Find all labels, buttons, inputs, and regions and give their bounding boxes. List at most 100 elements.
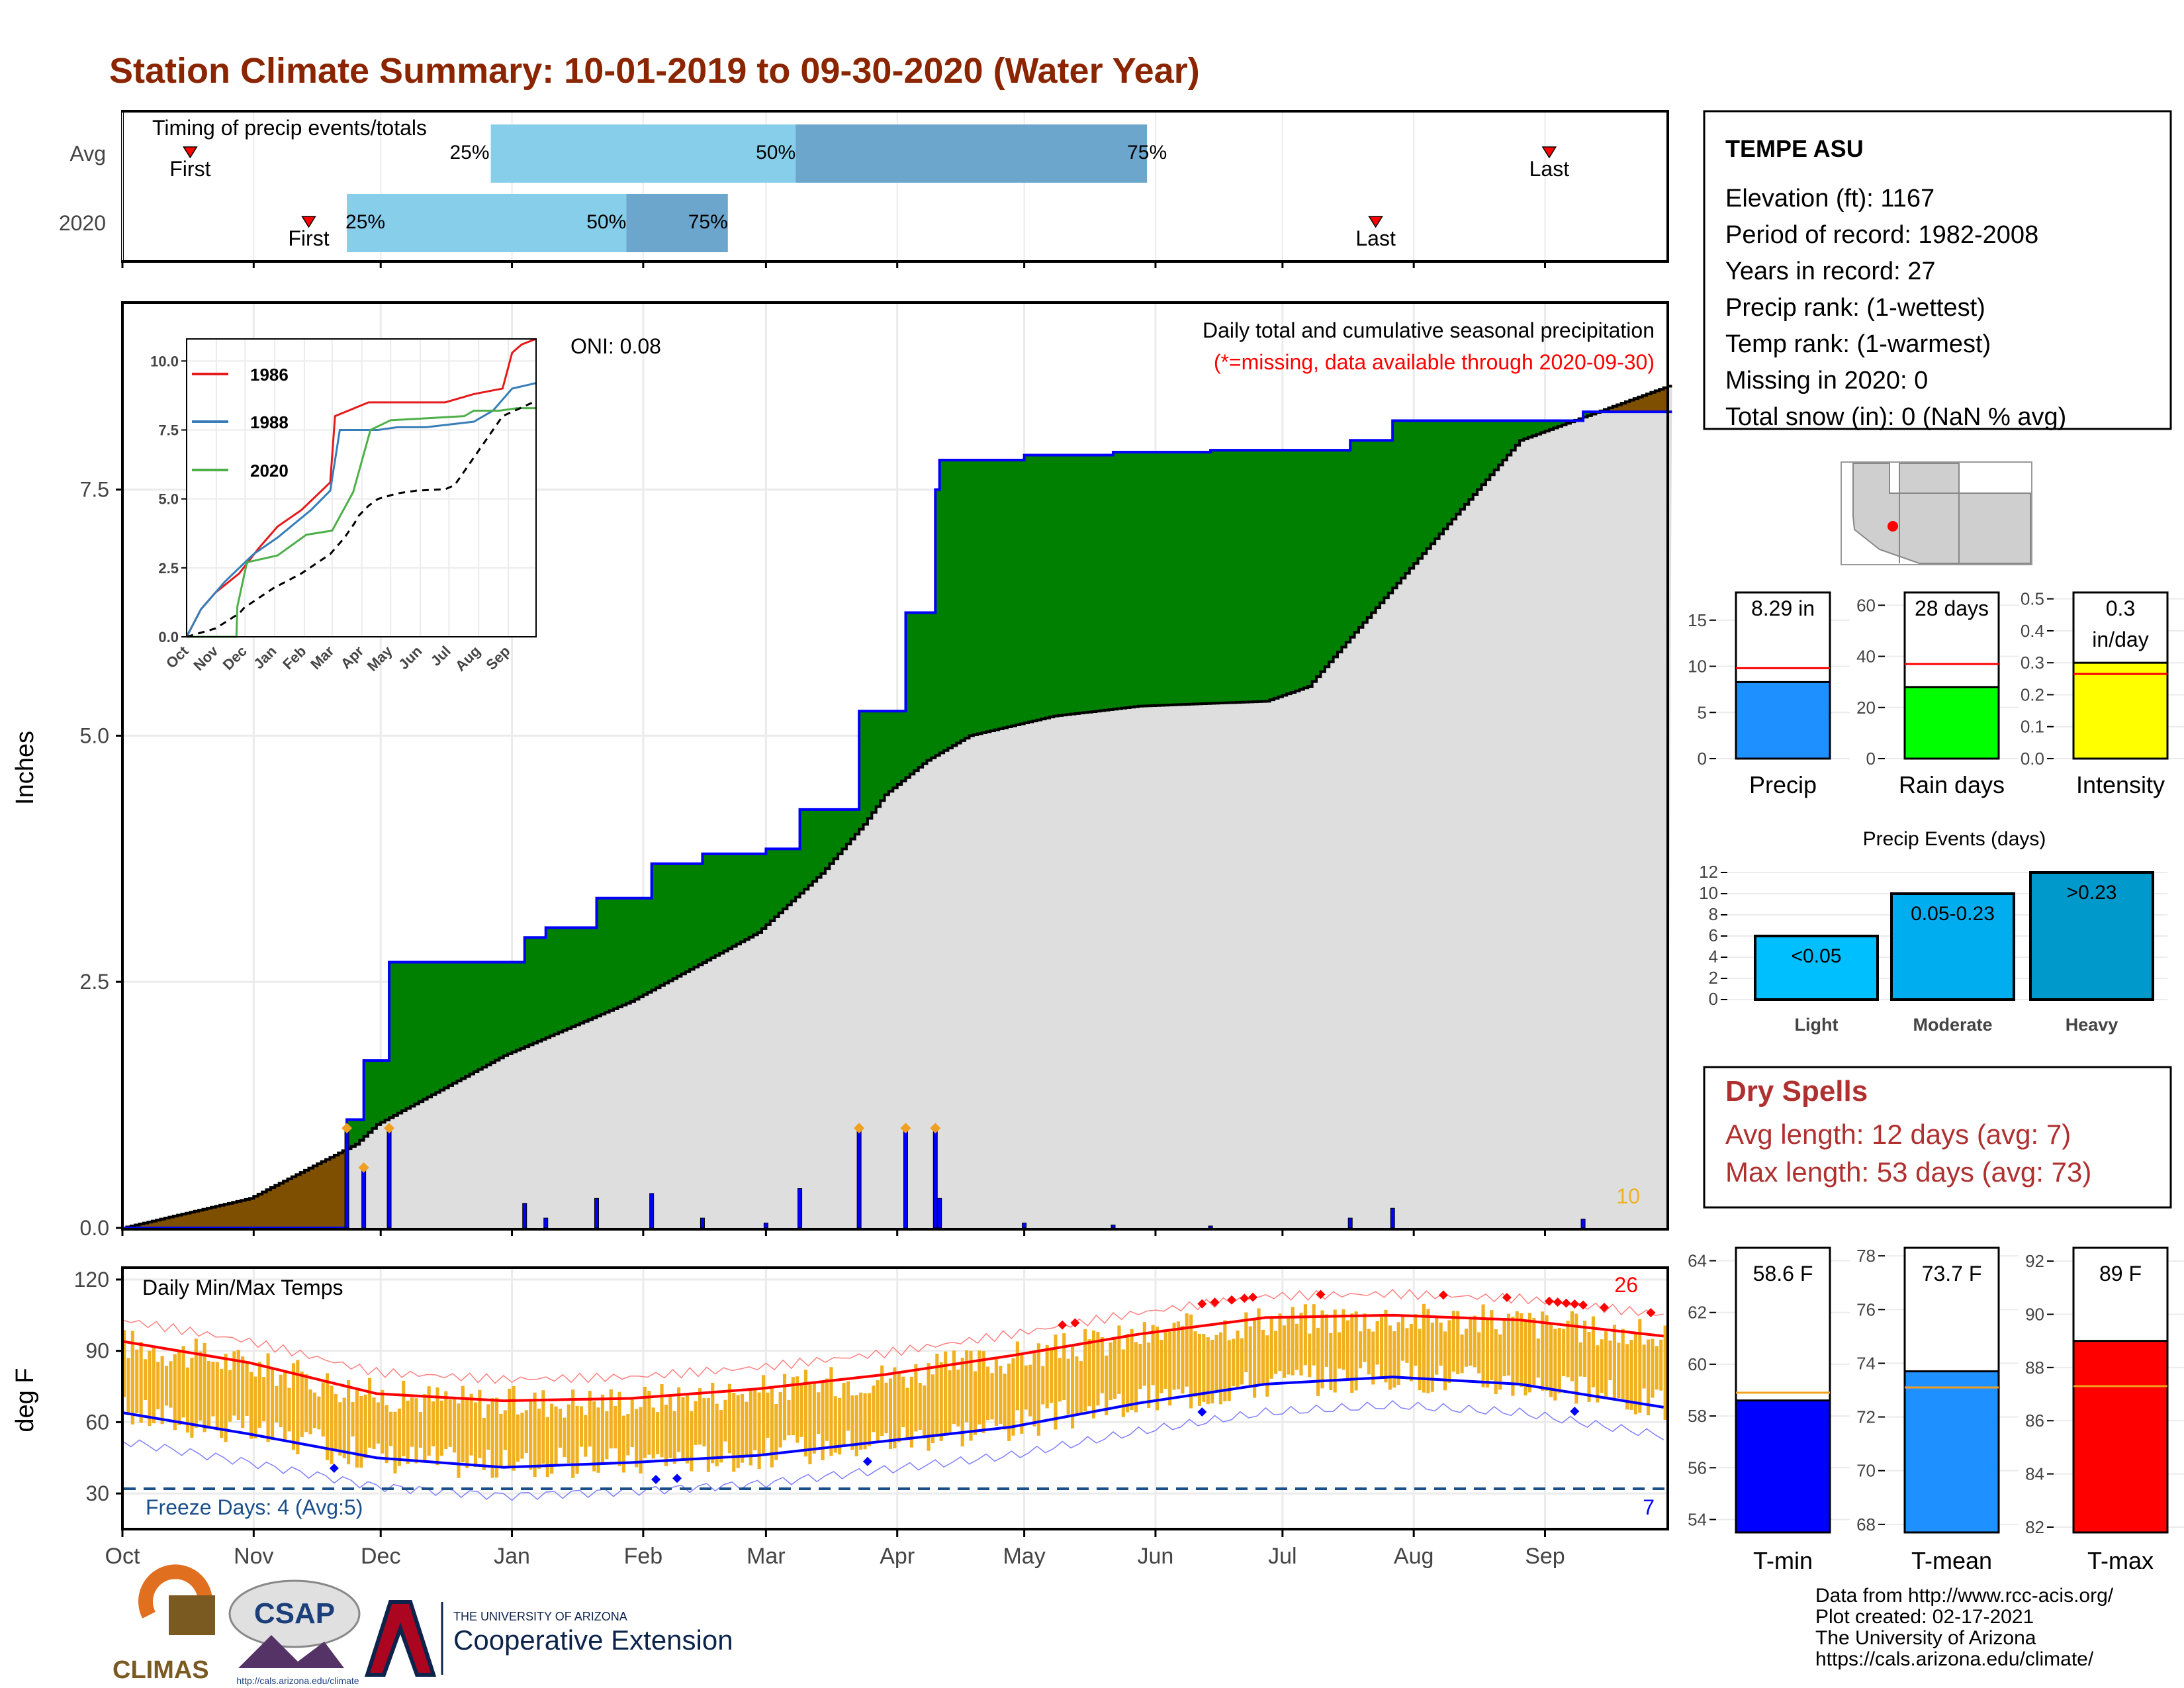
daily-temp-bar xyxy=(1299,1313,1303,1376)
daily-temp-bar xyxy=(1117,1325,1121,1394)
month-label: Feb xyxy=(624,1544,663,1569)
daily-temp-bar xyxy=(1206,1337,1210,1405)
daily-temp-bar xyxy=(206,1360,211,1427)
events-category-label: Moderate xyxy=(1913,1015,1992,1035)
avg-cumulative-line xyxy=(122,385,1672,1229)
csap-url: http://cals.arizona.edu/climate xyxy=(236,1675,359,1686)
daily-temp-bar xyxy=(803,1370,808,1457)
daily-temp-bar xyxy=(410,1397,414,1447)
daily-temp-bar xyxy=(215,1362,219,1430)
daily-temp-bar xyxy=(1447,1320,1451,1383)
daily-temp-bar xyxy=(1324,1314,1328,1367)
daily-temp-bar xyxy=(965,1350,969,1423)
daily-temp-bar xyxy=(579,1406,584,1447)
daily-temp-bar xyxy=(643,1386,647,1458)
daily-temp-bar xyxy=(1464,1329,1469,1367)
daily-temp-bar xyxy=(651,1407,655,1459)
daily-temp-bar xyxy=(393,1411,397,1474)
daily-temp-bar xyxy=(741,1393,745,1463)
record-high-marker xyxy=(1227,1295,1237,1305)
daily-temp-bar xyxy=(1363,1313,1367,1362)
daily-temp-bar xyxy=(1435,1317,1439,1375)
daily-temp-bar xyxy=(190,1358,194,1438)
daily-temp-bar xyxy=(228,1370,232,1422)
daily-temp-bar xyxy=(1536,1338,1540,1378)
daily-temp-bar xyxy=(1426,1309,1430,1393)
daily-temp-bar xyxy=(799,1385,803,1437)
daily-temp-bar xyxy=(143,1359,148,1401)
daily-temp-bar xyxy=(1396,1322,1400,1385)
month-label: Jul xyxy=(1268,1544,1297,1569)
avg-min-line xyxy=(122,1376,1664,1469)
daily-temp-bar xyxy=(1578,1342,1582,1377)
record-high-marker xyxy=(1438,1290,1448,1300)
record-high-marker xyxy=(1553,1297,1563,1307)
csap-logo-text: CSAP xyxy=(254,1597,335,1630)
daily-temp-bar xyxy=(698,1388,702,1445)
daily-temp-bar xyxy=(1400,1315,1405,1361)
daily-temp-bar xyxy=(224,1353,228,1442)
dry-spells: Dry Spells Avg length: 12 days (avg: 7) … xyxy=(1703,1066,2172,1209)
last-marker-icon xyxy=(1368,216,1383,228)
daily-temp-bar xyxy=(545,1417,549,1477)
csap-cloud-icon xyxy=(228,1579,361,1648)
daily-temp-bar xyxy=(1236,1330,1240,1389)
daily-temp-bar xyxy=(990,1373,994,1420)
mini-value-unit: in/day xyxy=(2092,628,2148,651)
month-label: Dec xyxy=(361,1544,400,1569)
record-high-marker xyxy=(1210,1297,1220,1307)
daily-temp-bar xyxy=(893,1367,897,1448)
mini-bar-value xyxy=(1903,686,2000,760)
daily-temp-bar xyxy=(347,1380,351,1465)
daily-temp-bar xyxy=(1375,1321,1379,1365)
daily-temp-bar xyxy=(253,1376,257,1438)
station-line-2: Period of record: 1982-2008 xyxy=(1725,221,2038,249)
temp-summary-value-label: 89 F xyxy=(2099,1262,2142,1286)
daily-temp-bar xyxy=(537,1408,541,1469)
daily-temp-bar xyxy=(888,1378,893,1449)
daily-temp-bar xyxy=(241,1356,245,1429)
daily-temp-bar xyxy=(203,1342,206,1432)
daily-precip-bar xyxy=(700,1217,705,1229)
daily-temp-bar xyxy=(1287,1318,1291,1375)
temp-summary-bars: 54 56 58 60 62 64 58.6 F T-min 68 70 72 74 76 78 73.7 … xyxy=(1688,1246,2184,1574)
daily-temp-bar xyxy=(1163,1332,1167,1389)
daily-temp-bar xyxy=(1663,1325,1667,1421)
daily-temp-bar xyxy=(960,1358,964,1447)
page-title: Station Climate Summary: 10-01-2019 to 0… xyxy=(109,51,1200,91)
daily-temp-bar xyxy=(363,1394,367,1458)
daily-temp-bar xyxy=(956,1369,960,1427)
record-max-line xyxy=(122,1289,1664,1384)
mini-tick-label: 60 xyxy=(1856,595,1876,615)
month-label: Sep xyxy=(1525,1544,1565,1569)
daily-temp-bar xyxy=(1075,1356,1079,1416)
daily-temp-bar xyxy=(1553,1329,1557,1401)
daily-temp-bar xyxy=(808,1382,812,1465)
daily-temp-bar xyxy=(406,1400,410,1464)
daily-temp-bar xyxy=(1549,1322,1553,1397)
record-high-marker xyxy=(1197,1299,1207,1309)
daily-temp-bar xyxy=(850,1395,854,1450)
daily-temp-bar xyxy=(1134,1342,1138,1413)
daily-temp-bar xyxy=(1155,1327,1160,1411)
temp-summary-value-label: 73.7 F xyxy=(1922,1262,1982,1286)
inset-y-tick-label: 0.0 xyxy=(158,629,179,645)
daily-temp-bar xyxy=(1091,1330,1096,1419)
daily-temp-bar xyxy=(1494,1329,1498,1395)
daily-temp-bar xyxy=(1477,1332,1481,1374)
daily-temp-bar xyxy=(355,1387,359,1468)
daily-temp-bar xyxy=(199,1351,203,1421)
inset-lines xyxy=(185,338,537,638)
temp-summary-tick-label: 62 xyxy=(1688,1303,1707,1323)
temp-title: Daily Min/Max Temps xyxy=(142,1276,343,1299)
daily-temp-bar xyxy=(1070,1345,1075,1429)
daily-temp-bar xyxy=(791,1377,795,1436)
daily-temp-bar xyxy=(1041,1366,1045,1405)
daily-temp-bar xyxy=(999,1366,1003,1425)
record-min-line xyxy=(122,1400,1664,1501)
record-high-marker xyxy=(1316,1289,1326,1299)
daily-temp-bar xyxy=(126,1358,130,1415)
month-label: Oct xyxy=(105,1544,140,1569)
inset-y-tick-label: 7.5 xyxy=(158,422,179,439)
first-marker-icon xyxy=(301,216,316,228)
